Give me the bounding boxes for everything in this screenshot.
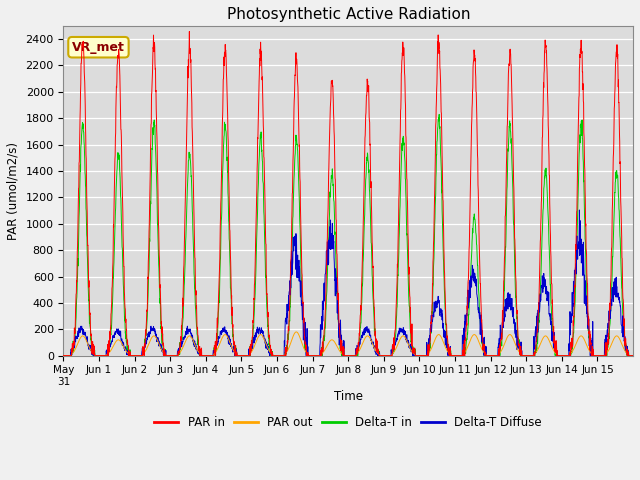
Title: Photosynthetic Active Radiation: Photosynthetic Active Radiation	[227, 7, 470, 22]
Text: VR_met: VR_met	[72, 41, 125, 54]
X-axis label: Time: Time	[334, 390, 363, 403]
Legend: PAR in, PAR out, Delta-T in, Delta-T Diffuse: PAR in, PAR out, Delta-T in, Delta-T Dif…	[150, 411, 547, 433]
Y-axis label: PAR (umol/m2/s): PAR (umol/m2/s)	[7, 142, 20, 240]
